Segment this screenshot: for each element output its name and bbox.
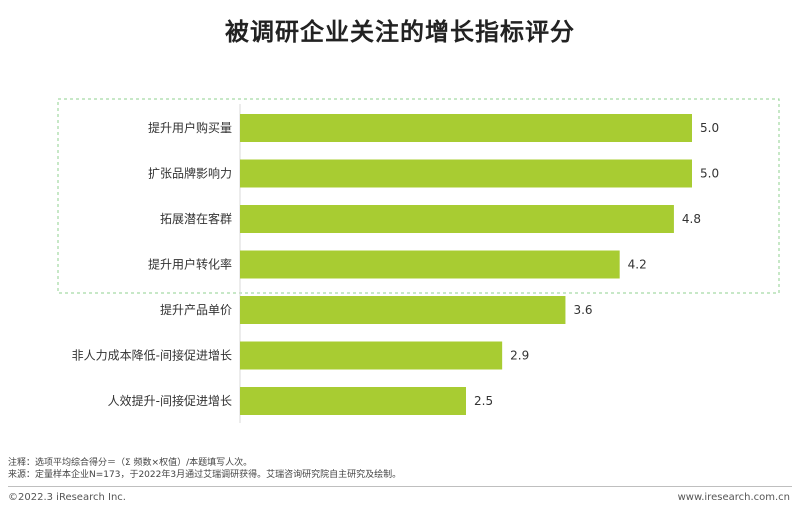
bar [240,159,692,188]
category-label: 人效提升-间接促进增长 [108,393,232,408]
category-label: 提升用户购买量 [148,120,232,135]
category-label: 扩张品牌影响力 [148,166,232,181]
value-label: 5.0 [700,121,719,135]
value-label: 3.6 [573,303,592,317]
footer-divider [8,486,792,487]
note-text: 注释：选项平均综合得分＝（Σ 频数×权值）/本题填写人次。 [8,458,253,468]
category-label: 非人力成本降低-间接促进增长 [72,348,232,363]
bar [240,296,566,324]
value-label: 5.0 [700,167,719,181]
copyright-text: ©2022.3 iResearch Inc. [8,492,126,503]
bar [240,205,674,233]
value-label: 4.8 [682,212,701,226]
value-label: 2.9 [510,349,529,363]
source-text: 来源：定量样本企业N=173，于2022年3月通过艾瑞调研获得。艾瑞咨询研究院自… [8,470,402,480]
value-label: 2.5 [474,394,493,408]
value-label: 4.2 [628,258,647,272]
bar [240,114,692,142]
bar [240,387,466,415]
bar [240,250,620,279]
notes: 注释：选项平均综合得分＝（Σ 频数×权值）/本题填写人次。 来源：定量样本企业N… [8,457,401,481]
category-label: 拓展潜在客群 [160,211,232,226]
highlight-box [57,98,780,294]
chart-title: 被调研企业关注的增长指标评分 [225,18,575,46]
category-label: 提升用户转化率 [148,257,232,272]
category-label: 提升产品单价 [160,302,232,317]
website-link[interactable]: www.iresearch.com.cn [677,492,790,503]
bar [240,341,503,370]
